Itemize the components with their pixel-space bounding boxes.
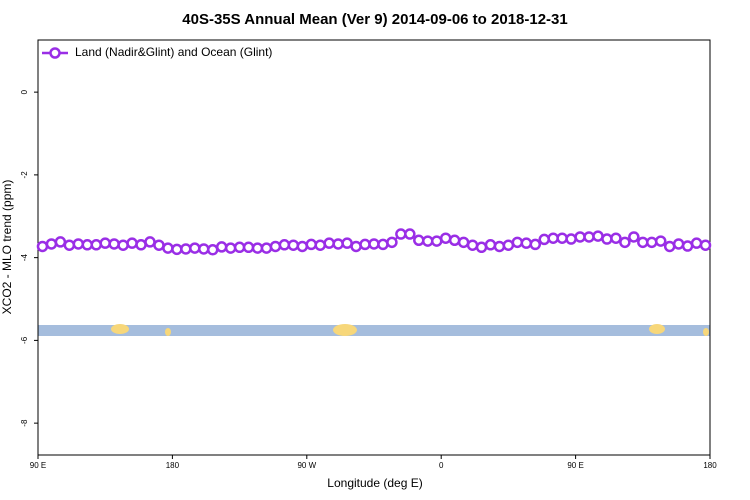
x-tick-label: 180 (703, 461, 717, 470)
point (610, 232, 622, 244)
point (242, 241, 255, 254)
point (323, 237, 335, 249)
point (45, 238, 58, 250)
point (224, 242, 237, 254)
land (165, 328, 171, 336)
y-tick-label: 0 (20, 89, 29, 94)
point (206, 244, 219, 256)
point (637, 236, 649, 249)
point (135, 239, 147, 251)
point (493, 240, 506, 253)
point (439, 232, 452, 244)
x-axis-label: Longitude (deg E) (327, 476, 422, 490)
land (333, 324, 357, 336)
point (314, 239, 326, 251)
point (90, 239, 102, 251)
point (556, 232, 568, 244)
point (672, 238, 685, 250)
point (690, 237, 703, 249)
point (63, 239, 76, 251)
point (162, 242, 174, 254)
point (368, 238, 380, 250)
point (54, 236, 67, 248)
point (153, 239, 165, 251)
point (287, 239, 300, 251)
point (251, 242, 264, 254)
point (215, 241, 228, 253)
point (592, 230, 604, 242)
point (484, 239, 497, 251)
point (144, 236, 156, 248)
point (72, 238, 85, 250)
point (180, 243, 192, 255)
point (663, 240, 676, 253)
point (189, 242, 201, 254)
point (332, 238, 344, 250)
point (430, 235, 443, 247)
point (126, 237, 138, 249)
point (359, 238, 371, 251)
point (305, 238, 318, 251)
point (538, 233, 550, 246)
point (171, 243, 183, 256)
y-tick-label: -2 (20, 171, 29, 179)
point (350, 240, 362, 253)
legend-label: Land (Nadir&Glint) and Ocean (Glint) (75, 45, 272, 59)
x-tick-label: 0 (439, 461, 444, 470)
point (448, 234, 461, 247)
y-tick-label: -8 (20, 419, 29, 427)
point (341, 237, 353, 249)
land (649, 324, 665, 334)
map-strip (38, 324, 710, 336)
point (81, 239, 94, 251)
x-tick-label: 90 E (567, 461, 583, 470)
point (198, 243, 210, 255)
point (377, 238, 389, 251)
point (233, 241, 246, 254)
y-axis-label: XCO2 - MLO trend (ppm) (0, 180, 14, 315)
point (654, 235, 667, 247)
point (269, 240, 282, 253)
point (99, 237, 111, 249)
point (547, 232, 559, 244)
legend-marker (49, 47, 61, 59)
point (529, 238, 542, 251)
point (601, 233, 613, 245)
point (404, 228, 416, 240)
chart-title: 40S-35S Annual Mean (Ver 9) 2014-09-06 t… (182, 11, 567, 28)
point (413, 234, 425, 247)
point (422, 235, 434, 247)
point (278, 239, 291, 251)
x-tick-label: 90 E (30, 461, 46, 470)
point (511, 236, 524, 249)
point (502, 239, 515, 251)
point (574, 231, 586, 243)
y-tick-label: -6 (20, 336, 29, 344)
ocean-band (38, 325, 710, 336)
point (628, 231, 640, 243)
point (117, 239, 129, 251)
point (646, 236, 658, 249)
point (395, 228, 407, 240)
point (36, 240, 49, 253)
point (296, 240, 309, 253)
point (475, 241, 488, 254)
point (565, 233, 577, 245)
point (466, 239, 479, 251)
point (260, 242, 273, 254)
point (699, 239, 712, 251)
land (111, 324, 129, 334)
point (108, 238, 120, 250)
point (681, 240, 694, 252)
land (703, 328, 709, 336)
point (619, 236, 631, 249)
point (583, 231, 595, 243)
x-tick-label: 90 W (297, 461, 316, 470)
point (520, 237, 533, 249)
point (457, 236, 470, 249)
y-tick-label: -4 (20, 254, 29, 262)
point (386, 236, 398, 249)
x-tick-label: 180 (166, 461, 180, 470)
